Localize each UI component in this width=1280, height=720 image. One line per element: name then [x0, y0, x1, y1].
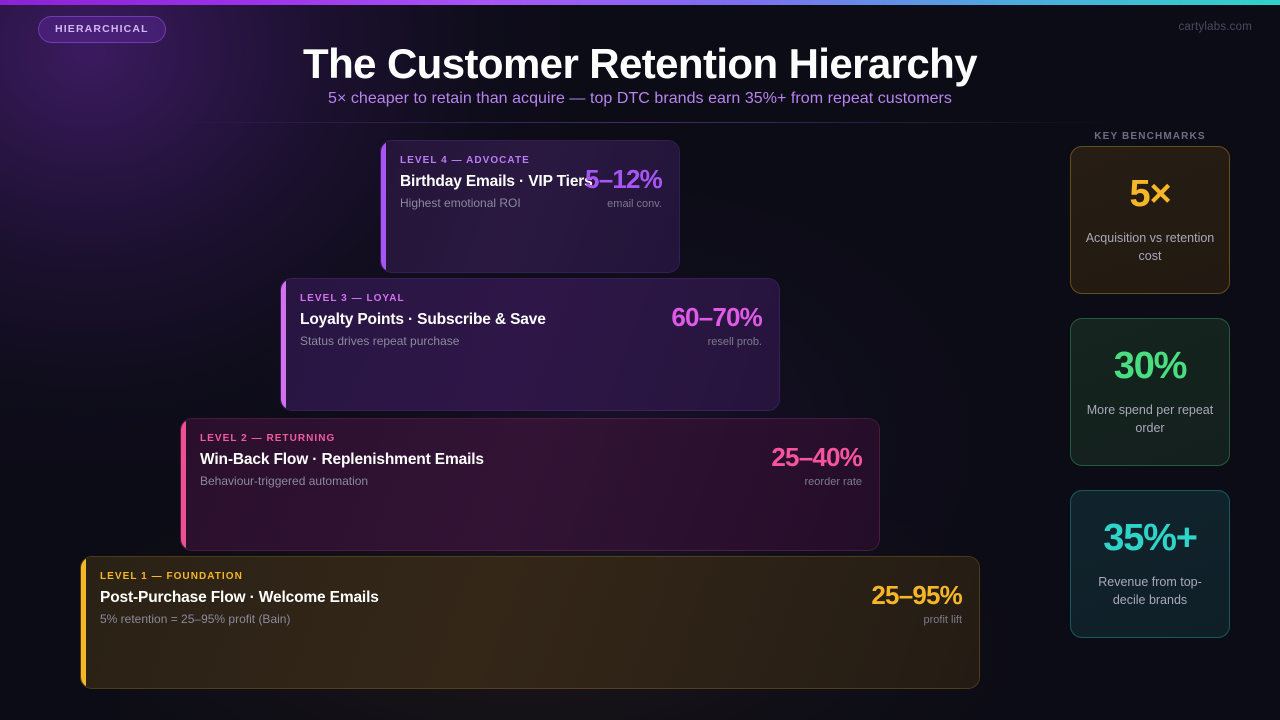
- level-stat-value: 25–40%: [771, 442, 862, 472]
- level-stat-value: 60–70%: [671, 302, 762, 332]
- benchmark-value: 35%+: [1103, 517, 1198, 559]
- card-body: [181, 419, 879, 550]
- level-accent-bar: [281, 279, 286, 410]
- level-title: Post-Purchase Flow · Welcome Emails: [100, 589, 379, 606]
- level-subtitle: 5% retention = 25–95% profit (Bain): [100, 612, 291, 626]
- header-divider: [165, 122, 1115, 123]
- level-accent-bar: [81, 557, 86, 688]
- level-subtitle: Status drives repeat purchase: [300, 334, 460, 348]
- level-accent-bar: [181, 419, 186, 550]
- level-title: Loyalty Points · Subscribe & Save: [300, 311, 546, 328]
- page-title: The Customer Retention Hierarchy: [303, 40, 978, 87]
- page-subtitle: 5× cheaper to retain than acquire — top …: [328, 90, 952, 107]
- level-stat-value: 5–12%: [585, 164, 663, 194]
- hierarchical-badge: HIERARCHICAL: [38, 16, 166, 43]
- level-stat-value: 25–95%: [871, 580, 962, 610]
- benchmark-card-top-decile-revenue: 35%+ Revenue from top-decile brands: [1070, 490, 1230, 638]
- level-eyebrow: LEVEL 4 — ADVOCATE: [400, 155, 530, 166]
- benchmark-label: More spend per repeat order: [1086, 403, 1214, 435]
- level-stat-label: email conv.: [607, 198, 662, 210]
- benchmark-value: 5×: [1129, 173, 1172, 215]
- card-body: [281, 279, 779, 410]
- level-accent-bar: [381, 141, 386, 272]
- benchmark-card-acquisition-cost: 5× Acquisition vs retention cost: [1070, 146, 1230, 294]
- level-subtitle: Highest emotional ROI: [400, 196, 521, 210]
- card-body: [81, 557, 979, 688]
- level-eyebrow: LEVEL 1 — FOUNDATION: [100, 571, 243, 582]
- pyramid-level-card-2: LEVEL 2 — RETURNING Win-Back Flow · Repl…: [180, 418, 880, 551]
- level-eyebrow: LEVEL 2 — RETURNING: [200, 433, 336, 444]
- benchmark-label: Acquisition vs retention cost: [1085, 231, 1215, 263]
- card-body: [381, 141, 679, 272]
- level-stat-label: resell prob.: [707, 336, 762, 348]
- benchmark-label: Revenue from top-decile brands: [1098, 575, 1202, 607]
- top-gradient-bar: [0, 0, 1280, 5]
- pyramid-level-card-4: LEVEL 4 — ADVOCATE Birthday Emails · VIP…: [380, 140, 680, 273]
- benchmark-card-repeat-spend: 30% More spend per repeat order: [1070, 318, 1230, 466]
- benchmark-value: 30%: [1113, 345, 1188, 387]
- benchmarks-heading: KEY BENCHMARKS: [1094, 131, 1206, 142]
- pyramid-level-card-1: LEVEL 1 — FOUNDATION Post-Purchase Flow …: [80, 556, 980, 689]
- level-stat-label: reorder rate: [804, 476, 862, 488]
- level-subtitle: Behaviour-triggered automation: [200, 474, 369, 488]
- level-title: Birthday Emails · VIP Tiers: [400, 173, 593, 190]
- pyramid-level-card-3: LEVEL 3 — LOYAL Loyalty Points · Subscri…: [280, 278, 780, 411]
- level-title: Win-Back Flow · Replenishment Emails: [200, 451, 484, 468]
- site-watermark: cartylabs.com: [1178, 21, 1252, 33]
- level-eyebrow: LEVEL 3 — LOYAL: [300, 293, 405, 304]
- level-stat-label: profit lift: [923, 614, 962, 626]
